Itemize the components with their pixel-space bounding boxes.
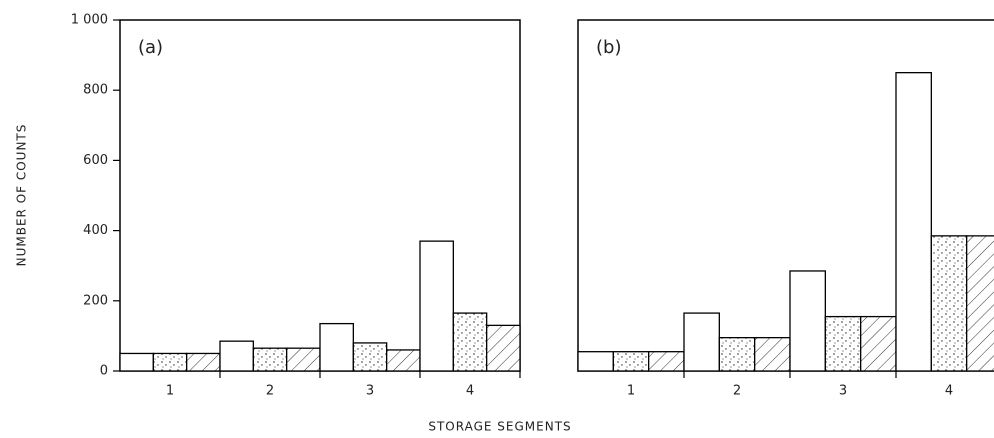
bar [186, 352, 221, 372]
y-tick-label: 200 [83, 293, 108, 308]
x-tick-label: 1 [166, 384, 174, 399]
bar [119, 352, 154, 372]
bar [486, 324, 521, 372]
bar [577, 351, 614, 372]
bar [352, 342, 388, 372]
y-axis-label: NUMBER OF COUNTS [15, 124, 29, 267]
bar [319, 322, 354, 372]
bar [612, 351, 650, 372]
x-tick-label: 3 [366, 384, 374, 399]
bar [754, 337, 791, 372]
x-axis-label: STORAGE SEGMENTS [428, 420, 571, 434]
y-tick-label: 0 [100, 364, 108, 379]
y-tick-label: 1 000 [71, 13, 108, 28]
bar [718, 337, 756, 372]
bar [860, 315, 897, 372]
bar [648, 351, 685, 372]
y-tick-label: 400 [83, 223, 108, 238]
bar [452, 312, 488, 372]
y-tick-label: 600 [83, 153, 108, 168]
bar [386, 349, 421, 372]
bar [930, 235, 968, 372]
bar [895, 72, 932, 372]
y-tick-label: 800 [83, 83, 108, 98]
panel-label: (b) [596, 37, 621, 58]
bar [966, 235, 994, 372]
x-tick-label: 1 [627, 384, 635, 399]
bar [219, 340, 254, 372]
bar [824, 315, 862, 372]
x-tick-label: 3 [839, 384, 847, 399]
x-tick-label: 2 [266, 384, 274, 399]
bar [683, 312, 720, 372]
bar [286, 347, 321, 372]
bar [789, 270, 826, 372]
bar [152, 352, 188, 372]
panel-label: (a) [138, 37, 163, 58]
bar [252, 347, 288, 372]
x-tick-label: 2 [733, 384, 741, 399]
x-tick-label: 4 [945, 384, 953, 399]
bar [419, 240, 454, 372]
x-tick-label: 4 [466, 384, 474, 399]
